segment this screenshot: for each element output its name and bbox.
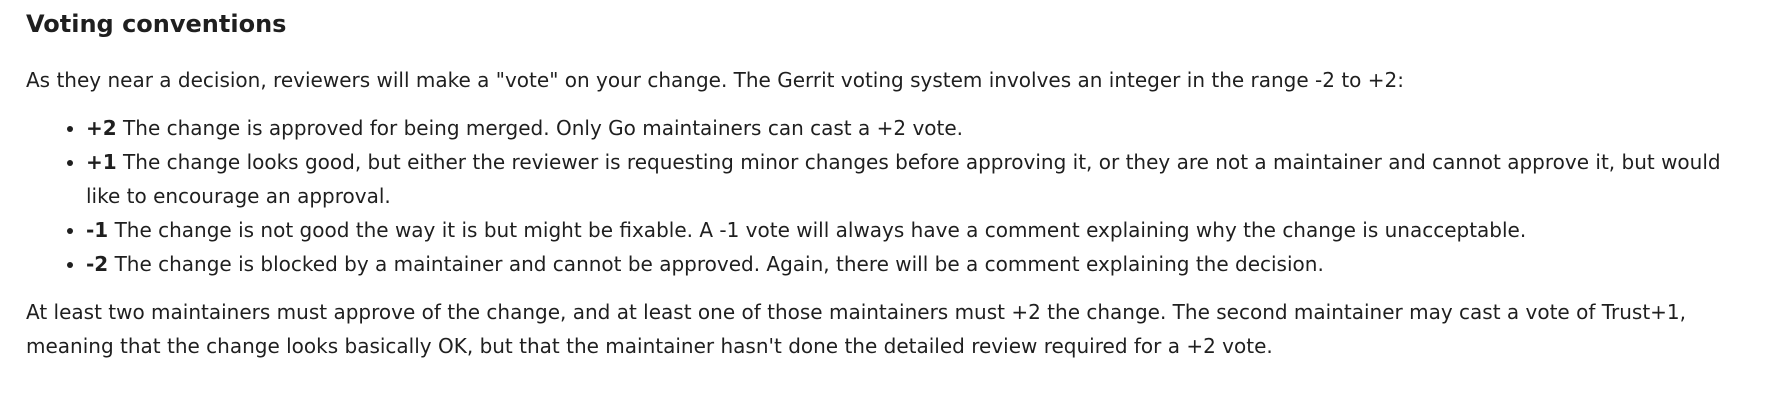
vote-item-plus-1: +1 The change looks good, but either the… (86, 145, 1748, 213)
vote-score: +2 (86, 116, 117, 140)
vote-list: +2 The change is approved for being merg… (26, 111, 1748, 281)
document-section: Voting conventions As they near a decisi… (0, 0, 1774, 363)
vote-score: -2 (86, 252, 109, 276)
vote-item-plus-2: +2 The change is approved for being merg… (86, 111, 1748, 145)
vote-description: The change is approved for being merged.… (123, 116, 964, 140)
vote-item-minus-2: -2 The change is blocked by a maintainer… (86, 247, 1748, 281)
vote-description: The change is not good the way it is but… (114, 218, 1527, 242)
intro-paragraph: As they near a decision, reviewers will … (26, 68, 1404, 92)
vote-description: The change looks good, but either the re… (86, 150, 1721, 208)
vote-score: +1 (86, 150, 117, 174)
closing-paragraph: At least two maintainers must approve of… (26, 300, 1687, 358)
section-heading: Voting conventions (26, 10, 287, 38)
vote-item-minus-1: -1 The change is not good the way it is … (86, 213, 1748, 247)
vote-description: The change is blocked by a maintainer an… (114, 252, 1324, 276)
vote-score: -1 (86, 218, 109, 242)
